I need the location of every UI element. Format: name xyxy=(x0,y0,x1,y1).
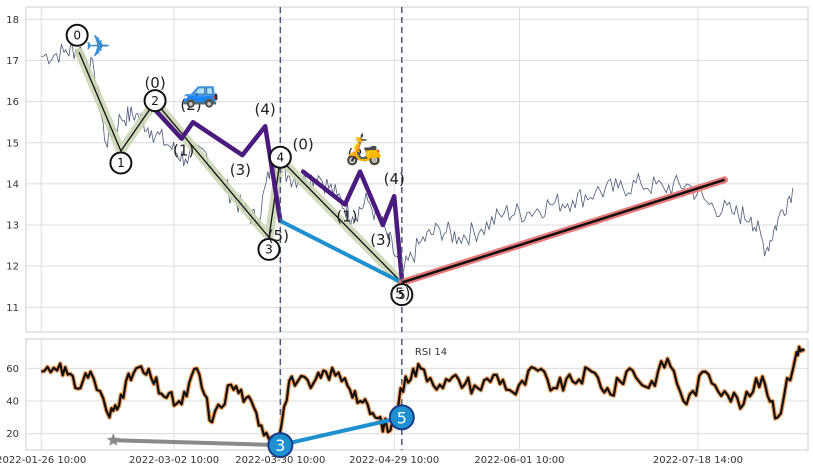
wave-marker-label: 5 xyxy=(398,288,406,302)
price-y-tick-label: 17 xyxy=(6,56,19,67)
intermediate-wave-label: (3) xyxy=(370,231,391,249)
price-panel: 1112131415161718012345(0)(1)(2)(3)(4)(5)… xyxy=(6,6,809,333)
wave-marker-circle xyxy=(109,151,133,175)
intermediate-wave-label: (0) xyxy=(292,136,313,154)
x-tick-label: 2022-01-26 10:00 xyxy=(0,455,86,466)
rsi-y-tick-label: 20 xyxy=(6,429,19,440)
intermediate-wave-label: (3) xyxy=(230,161,251,179)
intermediate-wave-line-2 xyxy=(300,169,405,281)
rsi-divergence-marker xyxy=(267,432,294,459)
car-icon: 🚙 xyxy=(182,75,219,110)
rsi-title: RSI 14 xyxy=(415,347,447,358)
rsi-plot-area xyxy=(25,338,809,451)
rsi-divergence-label: 3 xyxy=(275,436,285,455)
wave-marker-label: 4 xyxy=(277,150,285,164)
price-plot-area xyxy=(25,6,809,333)
wave-marker-circle xyxy=(268,145,292,169)
price-y-tick-label: 14 xyxy=(6,179,19,190)
price-y-tick-label: 15 xyxy=(6,138,19,149)
price-trend-line-down xyxy=(279,219,403,285)
wave-marker-circle xyxy=(257,237,281,261)
wave-marker-circle xyxy=(143,89,167,113)
x-tick-label: 2022-06-01 10:00 xyxy=(474,455,564,466)
price-y-tick-label: 13 xyxy=(6,221,19,232)
rsi-divergence-marker xyxy=(388,404,415,431)
airplane-icon: ✈ xyxy=(86,29,111,64)
rsi-y-tick-label: 40 xyxy=(6,397,19,408)
x-tick-label: 2022-07-18 14:00 xyxy=(653,455,743,466)
scooter-icon: 🛵 xyxy=(345,132,382,167)
rsi-panel: 20 40 60 RSI 14 3 5 xyxy=(6,338,809,459)
rsi-divergence-label: 5 xyxy=(397,408,407,427)
intermediate-wave-label: (0) xyxy=(144,74,165,92)
intermediate-wave-label: (2) xyxy=(347,146,368,164)
wave-marker-label: 2 xyxy=(151,94,159,108)
x-tick-label: 2022-03-02 10:00 xyxy=(129,455,219,466)
primary-wave-line xyxy=(78,52,403,284)
price-trend-line-up xyxy=(401,178,725,284)
wave-marker-circle xyxy=(390,283,414,307)
intermediate-wave-label: (1) xyxy=(173,142,194,160)
rsi-trend-line-gray xyxy=(111,438,283,448)
wave-marker-circle xyxy=(65,23,89,47)
rsi-y-tick-label: 60 xyxy=(6,364,19,375)
price-y-tick-label: 11 xyxy=(6,303,19,314)
intermediate-wave-label: (5) xyxy=(268,227,289,245)
wave-marker-label: 3 xyxy=(265,243,273,257)
x-tick-label: 2022-04-29 10:00 xyxy=(349,455,439,466)
intermediate-wave-label: (5) xyxy=(389,285,410,303)
x-axis: 2022-01-26 10:00 2022-03-02 10:00 2022-03-… xyxy=(0,455,743,466)
price-y-tick-label: 18 xyxy=(6,15,19,26)
wave-marker-label: 0 xyxy=(73,28,81,42)
x-tick-label: 2022-03-30 10:00 xyxy=(235,455,325,466)
wave-marker-label: 1 xyxy=(117,156,125,170)
intermediate-wave-label: (4) xyxy=(255,100,276,118)
intermediate-wave-line-1 xyxy=(152,107,283,224)
price-y-tick-label: 12 xyxy=(6,262,19,273)
intermediate-wave-label: (2) xyxy=(180,96,201,114)
price-y-tick-label: 16 xyxy=(6,97,19,108)
intermediate-wave-label: (1) xyxy=(336,207,357,225)
intermediate-wave-label: (4) xyxy=(384,170,405,188)
rsi-trend-line-blue xyxy=(278,415,404,448)
rsi-star-marker xyxy=(106,433,120,446)
